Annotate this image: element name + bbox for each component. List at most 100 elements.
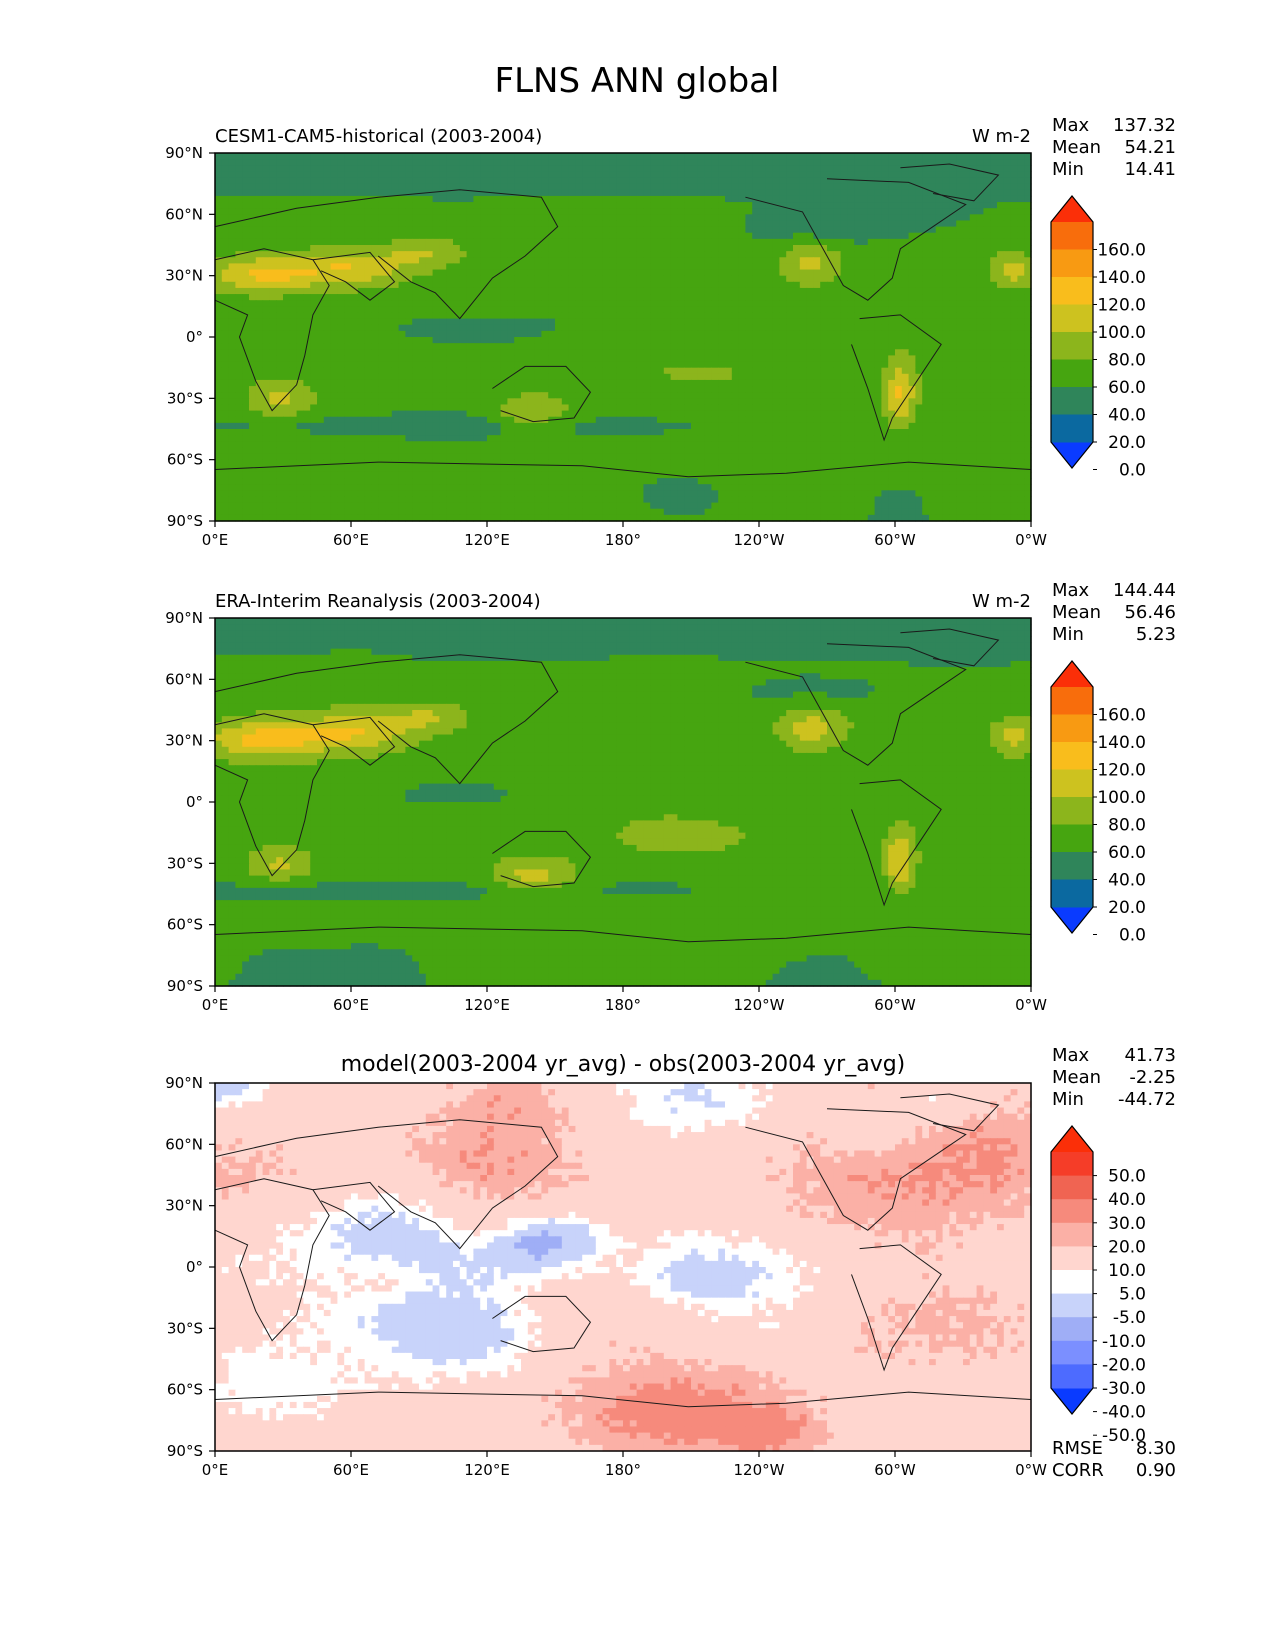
panel-left-title: ERA-Interim Reanalysis (2003-2004) bbox=[215, 591, 541, 612]
coastline-3 bbox=[492, 830, 592, 888]
x-tick-label: 0°W bbox=[1015, 1461, 1047, 1479]
colorbar-level-label: -50.0 bbox=[1102, 1426, 1146, 1446]
colorbar-segment bbox=[1051, 222, 1093, 250]
colorbar-segment bbox=[1051, 387, 1093, 415]
x-tick-label: 60°E bbox=[333, 1461, 369, 1479]
colorbar-extend-min bbox=[1051, 1388, 1093, 1414]
stat-value: 56.46 bbox=[1124, 602, 1176, 623]
y-tick-label: 90°N bbox=[165, 609, 203, 627]
stat-label: Min bbox=[1052, 624, 1084, 645]
stat-value: 41.73 bbox=[1124, 1045, 1176, 1066]
colorbar-segment bbox=[1051, 824, 1093, 853]
panel-center-title: model(2003-2004 yr_avg) - obs(2003-2004 … bbox=[341, 1052, 906, 1077]
colorbar-segment bbox=[1051, 1270, 1093, 1295]
stat-label: Max bbox=[1052, 1045, 1090, 1066]
x-tick-label: 120°W bbox=[734, 1461, 785, 1479]
colorbar-segment bbox=[1051, 249, 1093, 278]
y-tick-label: 0° bbox=[186, 793, 203, 811]
x-tick-label: 0°E bbox=[202, 996, 229, 1014]
colorbar-level-label: 40.0 bbox=[1108, 871, 1146, 891]
x-tick-label: 120°W bbox=[734, 531, 785, 549]
colorbar-extend-max bbox=[1051, 1126, 1093, 1152]
colorbar-level-label: 5.0 bbox=[1119, 1285, 1146, 1305]
coastline-2 bbox=[214, 189, 559, 320]
colorbar-segment bbox=[1051, 1364, 1093, 1389]
x-tick-label: 120°E bbox=[464, 1461, 510, 1479]
x-tick-label: 60°E bbox=[333, 531, 369, 549]
y-tick-label: 90°N bbox=[165, 144, 203, 162]
colorbar-segment bbox=[1051, 797, 1093, 825]
colorbar-level-label: 80.0 bbox=[1108, 816, 1146, 836]
colorbar-extend-max bbox=[1051, 661, 1093, 687]
x-axis: 0°E 60°E 120°E 180° 120°W 60°W 0°W bbox=[202, 521, 1047, 549]
colorbar-level-label: 160.0 bbox=[1097, 241, 1146, 261]
colorbar-segment bbox=[1051, 304, 1093, 333]
map-field bbox=[215, 153, 1032, 522]
coastline-4 bbox=[745, 643, 967, 766]
colorbar-level-label: 100.0 bbox=[1097, 788, 1146, 808]
coastline-0 bbox=[214, 248, 330, 412]
colorbar-segment bbox=[1051, 879, 1093, 908]
stats: Max 144.44 Mean 56.46 Min 5.23 bbox=[1052, 580, 1176, 645]
y-tick-label: 0° bbox=[186, 1258, 203, 1276]
colorbar-level-label: 20.0 bbox=[1108, 898, 1146, 918]
coastlines bbox=[214, 1093, 1032, 1408]
coastline-1 bbox=[312, 716, 396, 766]
x-tick-label: 60°E bbox=[333, 996, 369, 1014]
y-tick-label: 60°S bbox=[167, 451, 203, 469]
stats: Max 41.73 Mean -2.25 Min -44.72 RMSE 8.30 CORR 0.… bbox=[1052, 1045, 1176, 1481]
y-tick-label: 30°N bbox=[165, 1197, 203, 1215]
colorbar-level-label: 100.0 bbox=[1097, 323, 1146, 343]
y-tick-label: 60°N bbox=[165, 1135, 203, 1153]
stat-label: Mean bbox=[1052, 137, 1101, 158]
colorbar-level-label: 60.0 bbox=[1108, 843, 1146, 863]
colorbar-segment bbox=[1051, 332, 1093, 360]
colorbar-level-label: 50.0 bbox=[1108, 1167, 1146, 1187]
y-tick-label: 0° bbox=[186, 328, 203, 346]
y-tick-label: 30°N bbox=[165, 732, 203, 750]
colorbar-level-label: 20.0 bbox=[1108, 1237, 1146, 1257]
coastline-5 bbox=[851, 314, 942, 442]
stat-value: 54.21 bbox=[1124, 137, 1176, 158]
stat-value: 14.41 bbox=[1124, 159, 1176, 180]
stat-label: Max bbox=[1052, 580, 1090, 601]
colorbar-extend-min bbox=[1051, 907, 1093, 933]
coastline-0 bbox=[214, 713, 330, 877]
coastline-7 bbox=[900, 163, 1000, 202]
x-tick-label: 0°W bbox=[1015, 996, 1047, 1014]
footer-stat-value: 8.30 bbox=[1136, 1438, 1176, 1459]
stat-value: -44.72 bbox=[1118, 1089, 1176, 1110]
x-tick-label: 120°W bbox=[734, 996, 785, 1014]
stat-label: Max bbox=[1052, 115, 1090, 136]
y-axis: 90°N 60°N 30°N 0° 30°S 60°S 90°S bbox=[165, 609, 215, 995]
y-tick-label: 60°S bbox=[167, 916, 203, 934]
coastline-2 bbox=[214, 654, 559, 785]
colorbar-segment bbox=[1051, 277, 1093, 305]
colorbar-level-label: -10.0 bbox=[1102, 1332, 1146, 1352]
colorbar-level-label: -20.0 bbox=[1102, 1355, 1146, 1375]
y-tick-label: 30°S bbox=[167, 854, 203, 872]
y-tick-label: 90°N bbox=[165, 1074, 203, 1092]
x-tick-label: 0°W bbox=[1015, 531, 1047, 549]
y-tick-label: 30°S bbox=[167, 1319, 203, 1337]
footer-stat-value: 0.90 bbox=[1136, 1460, 1176, 1481]
coastline-2 bbox=[214, 1119, 559, 1250]
colorbar-segment bbox=[1051, 359, 1093, 388]
y-tick-label: 90°S bbox=[167, 1442, 203, 1460]
coastline-6 bbox=[214, 926, 1032, 943]
coastline-5 bbox=[851, 779, 942, 907]
coastline-7 bbox=[900, 628, 1000, 667]
x-tick-label: 60°W bbox=[874, 996, 916, 1014]
colorbar-level-label: 30.0 bbox=[1108, 1214, 1146, 1234]
x-tick-label: 180° bbox=[605, 531, 641, 549]
coastlines bbox=[214, 628, 1032, 943]
x-tick-label: 180° bbox=[605, 1461, 641, 1479]
panel-left-title: CESM1-CAM5-historical (2003-2004) bbox=[215, 126, 542, 147]
stat-value: 137.32 bbox=[1113, 115, 1176, 136]
colorbar-level-label: 40.0 bbox=[1108, 406, 1146, 426]
colorbar-level-label: 80.0 bbox=[1108, 351, 1146, 371]
panel-model: 0°E 60°E 120°E 180° 120°W 60°W 0°W 90°N 60°N 30°N… bbox=[165, 115, 1176, 549]
colorbar-segment bbox=[1051, 742, 1093, 770]
colorbar-segment bbox=[1051, 1293, 1093, 1318]
coastline-6 bbox=[214, 461, 1032, 478]
